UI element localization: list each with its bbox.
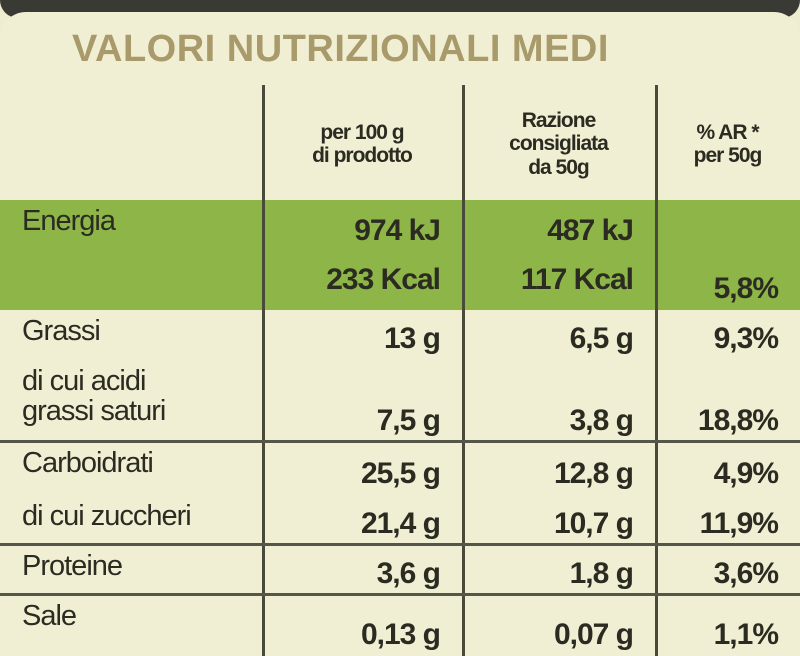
value-cell: 9,3%: [655, 316, 800, 354]
value-cell: 21,4 g: [262, 501, 462, 539]
label-text: Sale: [22, 600, 77, 632]
column-header: % AR * per 50g: [693, 120, 763, 167]
value-text: 3,6 g: [376, 556, 441, 590]
row-label: Carboidrati: [0, 448, 262, 489]
value-cell: 12,8 g: [462, 448, 655, 489]
label-text: Carboidrati: [22, 447, 154, 479]
label-text: Grassi: [22, 315, 101, 347]
column-divider: [655, 85, 658, 656]
value-line: 974 kJ: [354, 213, 441, 247]
value-cell: 3,6 g: [262, 551, 462, 589]
value-text: 9,3%: [713, 321, 779, 355]
value-line: 117 Kcal: [520, 262, 634, 296]
value-text: 25,5 g: [360, 456, 441, 490]
value-cell: 4,9%: [655, 448, 800, 489]
value-cell: 3,8 g: [462, 366, 655, 436]
row-divider: [0, 440, 800, 443]
value-line: 487 kJ: [547, 213, 634, 247]
label-text: di cui zuccheri: [22, 500, 192, 532]
value-text: 3,6%: [713, 556, 779, 590]
value-text: 6,5 g: [569, 321, 634, 355]
value-text: 21,4 g: [360, 506, 441, 540]
value-cell: 0,07 g: [462, 601, 655, 650]
label-text: di cui acidi grassi saturi: [22, 365, 166, 428]
value-cell: 3,6%: [655, 551, 800, 589]
value-cell: 1,1%: [655, 601, 800, 650]
value-line: 233 Kcal: [326, 262, 441, 296]
value-cell: 7,5 g: [262, 366, 462, 436]
value-cell: 18,8%: [655, 366, 800, 436]
value-text: 7,5 g: [376, 403, 441, 437]
value-cell: 1,8 g: [462, 551, 655, 589]
value-text: 4,9%: [713, 456, 779, 490]
row-divider: [0, 543, 800, 546]
value-cell: 0,13 g: [262, 601, 462, 650]
value-cell: 25,5 g: [262, 448, 462, 489]
row-label: Sale: [0, 601, 262, 650]
value-text: 5,8%: [713, 271, 779, 305]
energy-band: [0, 200, 800, 310]
value-text: 0,07 g: [553, 617, 634, 651]
value-cell: 11,9%: [655, 501, 800, 539]
value-text: 12,8 g: [553, 456, 634, 490]
row-label: Grassi: [0, 316, 262, 354]
row-label: di cui zuccheri: [0, 501, 262, 539]
row-label: di cui acidi grassi saturi: [0, 366, 262, 436]
column-divider: [262, 85, 265, 656]
label-text: Energia: [22, 205, 116, 237]
column-header: Razione consigliata da 50g: [509, 109, 609, 179]
column-divider: [462, 85, 465, 656]
value-cell: 5,8%: [655, 206, 800, 304]
value-cell: 13 g: [262, 316, 462, 354]
value-text: 11,9%: [699, 506, 779, 540]
label-panel: [0, 12, 800, 656]
value-cell: 6,5 g: [462, 316, 655, 354]
value-text: 18,8%: [697, 403, 779, 437]
value-text: 1,1%: [713, 617, 779, 651]
value-text: 0,13 g: [360, 617, 441, 651]
value-text: 1,8 g: [569, 556, 634, 590]
value-text: 3,8 g: [569, 403, 634, 437]
value-cell: 974 kJ 233 Kcal: [262, 206, 462, 304]
value-cell: 10,7 g: [462, 501, 655, 539]
row-label: Energia: [0, 206, 262, 304]
label-text: Proteine: [22, 550, 123, 582]
title: VALORI NUTRIZIONALI MEDI: [72, 28, 609, 70]
value-text: 13 g: [383, 321, 441, 355]
value-cell: 487 kJ 117 Kcal: [462, 206, 655, 304]
row-label: Proteine: [0, 551, 262, 589]
value-text: 10,7 g: [553, 506, 634, 540]
column-header: per 100 g di prodotto: [312, 120, 413, 167]
row-divider: [0, 593, 800, 596]
